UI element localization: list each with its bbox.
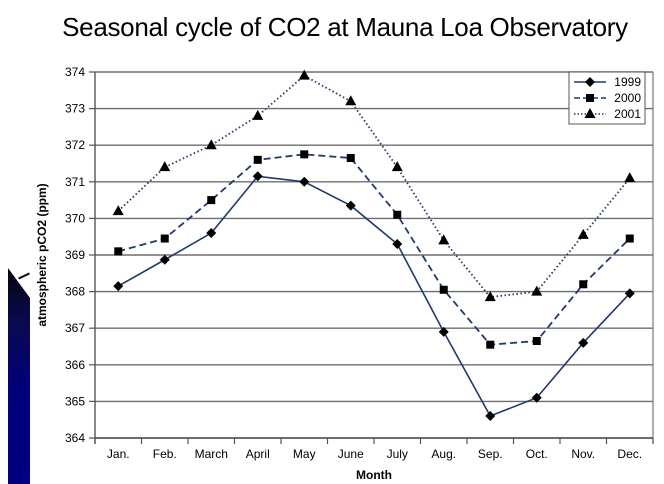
side-decoration-bar bbox=[8, 268, 30, 484]
x-tick-label: Aug. bbox=[431, 447, 456, 461]
y-tick-labels: 364 365 366 367 368 369 370 371 372 373 374 bbox=[65, 65, 85, 445]
x-tick-label: Sep. bbox=[478, 447, 503, 461]
legend: 1999 2000 2001 bbox=[568, 71, 646, 125]
x-tick-label: Feb. bbox=[153, 447, 177, 461]
data-point-2000 bbox=[486, 340, 495, 349]
data-point-2001 bbox=[345, 95, 357, 106]
data-point-2000 bbox=[160, 234, 169, 243]
series-line-1999 bbox=[117, 175, 631, 418]
axes bbox=[89, 71, 654, 444]
y-tick-label: 367 bbox=[65, 321, 85, 335]
data-point-2001 bbox=[112, 205, 124, 216]
data-point-1999 bbox=[392, 239, 403, 250]
y-tick-label: 371 bbox=[65, 175, 85, 189]
x-tick-label: July bbox=[387, 447, 408, 461]
gridlines bbox=[95, 71, 653, 439]
x-tick-labels: Jan. Feb. March April May June July Aug. Sep. Oct… bbox=[107, 447, 642, 461]
data-point-1999 bbox=[485, 411, 496, 422]
x-tick-label: May bbox=[293, 447, 316, 461]
data-point-1999 bbox=[345, 200, 356, 211]
y-axis-title: atmospheric pCO2 (ppm) bbox=[35, 183, 49, 326]
data-point-2001 bbox=[438, 234, 450, 245]
legend-label-2000: 2000 bbox=[614, 91, 641, 105]
x-tick-label: April bbox=[246, 447, 270, 461]
series-line-2000 bbox=[118, 153, 631, 346]
chart-title: Seasonal cycle of CO2 at Mauna Loa Obser… bbox=[62, 12, 628, 42]
legend-box bbox=[568, 71, 646, 125]
data-point-2000 bbox=[114, 247, 123, 256]
data-point-1999 bbox=[531, 392, 542, 403]
data-point-1999 bbox=[113, 281, 124, 292]
y-tick-label: 365 bbox=[65, 394, 85, 408]
data-point-1999 bbox=[159, 254, 170, 265]
y-tick-label: 372 bbox=[65, 138, 85, 152]
series-group bbox=[112, 69, 636, 422]
x-tick-label: Nov. bbox=[571, 447, 595, 461]
data-point-2000 bbox=[579, 280, 588, 289]
y-tick-label: 364 bbox=[65, 431, 85, 445]
x-tick-label: Jan. bbox=[107, 447, 130, 461]
data-point-2000 bbox=[393, 210, 402, 219]
series-2000 bbox=[114, 150, 634, 349]
data-point-2000 bbox=[625, 234, 634, 243]
data-point-1999 bbox=[252, 171, 263, 182]
x-tick-label: June bbox=[338, 447, 364, 461]
data-point-2000 bbox=[532, 337, 541, 346]
data-point-2001 bbox=[484, 291, 496, 302]
data-point-1999 bbox=[438, 326, 449, 337]
data-point-1999 bbox=[299, 176, 310, 187]
legend-marker-2001 bbox=[584, 108, 596, 118]
y-tick-label: 370 bbox=[65, 211, 85, 225]
y-tick-label: 368 bbox=[65, 285, 85, 299]
data-point-2000 bbox=[346, 154, 355, 163]
data-point-2001 bbox=[159, 161, 171, 172]
data-point-2001 bbox=[252, 109, 264, 120]
x-tick-label: Oct. bbox=[526, 447, 548, 461]
series-1999 bbox=[113, 171, 635, 422]
data-point-2001 bbox=[624, 172, 636, 183]
y-tick-label: 374 bbox=[65, 65, 85, 79]
data-point-1999 bbox=[206, 228, 217, 239]
series-line-2001 bbox=[117, 74, 631, 299]
data-point-1999 bbox=[578, 337, 589, 348]
data-point-1999 bbox=[624, 288, 635, 299]
legend-label-1999: 1999 bbox=[614, 75, 641, 89]
x-tick-label: Dec. bbox=[617, 447, 642, 461]
y-tick-label: 373 bbox=[65, 102, 85, 116]
x-axis-title: Month bbox=[356, 468, 392, 482]
x-tick-label: March bbox=[195, 447, 228, 461]
data-point-2001 bbox=[577, 228, 589, 239]
data-point-2001 bbox=[391, 161, 403, 172]
data-point-2000 bbox=[207, 196, 216, 205]
legend-marker-1999 bbox=[585, 77, 595, 87]
data-point-2001 bbox=[298, 69, 310, 80]
data-point-2000 bbox=[439, 285, 448, 294]
y-tick-label: 366 bbox=[65, 358, 85, 372]
series-2001 bbox=[112, 69, 636, 302]
data-point-2000 bbox=[300, 150, 309, 159]
data-point-2000 bbox=[253, 155, 262, 164]
y-tick-label: 369 bbox=[65, 248, 85, 262]
data-point-2001 bbox=[205, 139, 217, 150]
legend-label-2001: 2001 bbox=[614, 107, 641, 121]
legend-marker-2000 bbox=[586, 94, 594, 102]
data-point-2001 bbox=[531, 285, 543, 296]
